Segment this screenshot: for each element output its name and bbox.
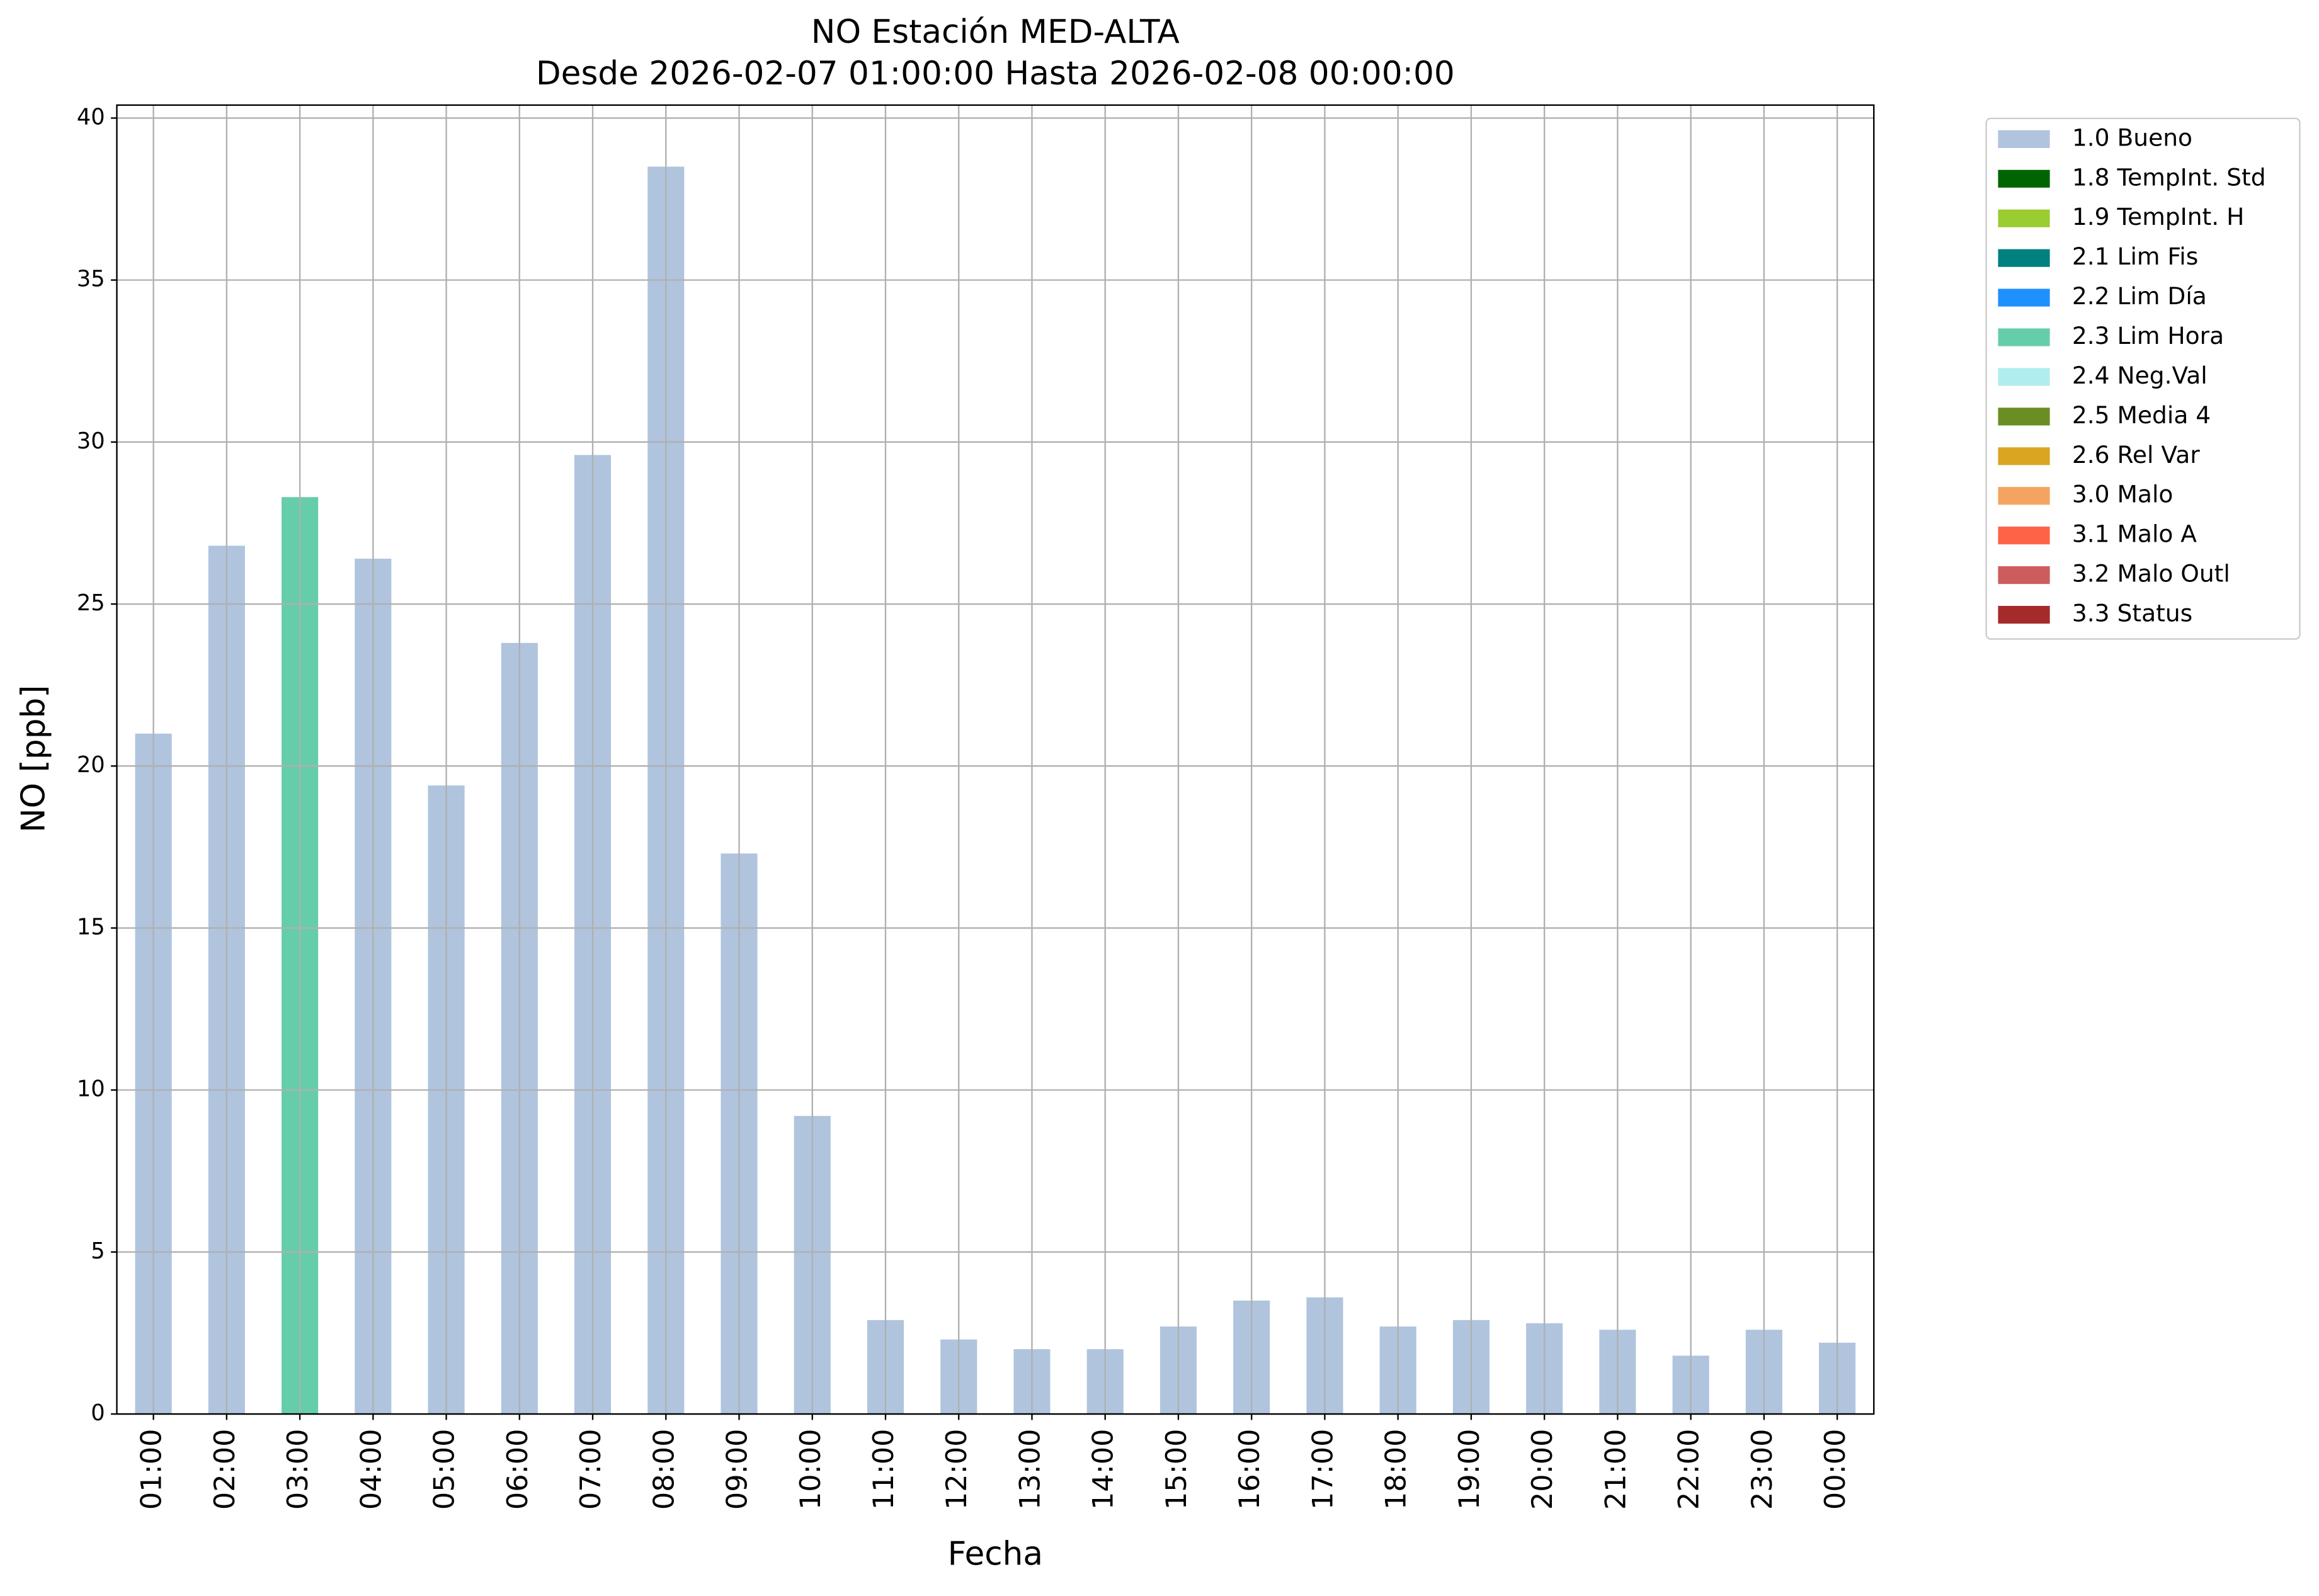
chart-title: NO Estación MED-ALTA (811, 13, 1180, 51)
y-tick-label: 15 (77, 914, 105, 940)
x-tick-label: 00:00 (1819, 1429, 1852, 1510)
legend-label: 1.9 TempInt. H (2072, 203, 2245, 231)
legend-label: 2.3 Lim Hora (2072, 322, 2224, 350)
x-tick-label: 14:00 (1087, 1429, 1120, 1510)
x-tick-label: 05:00 (428, 1429, 461, 1510)
chart-subtitle: Desde 2026-02-07 01:00:00 Hasta 2026-02-… (536, 55, 1455, 93)
x-tick-label: 16:00 (1233, 1429, 1266, 1510)
x-tick-label: 20:00 (1526, 1429, 1559, 1510)
x-tick-label: 09:00 (721, 1429, 754, 1510)
legend-label: 1.0 Bueno (2072, 123, 2192, 151)
x-tick-label: 06:00 (501, 1429, 534, 1510)
x-tick-label: 18:00 (1380, 1429, 1413, 1510)
x-tick-label: 15:00 (1160, 1429, 1193, 1510)
legend-label: 3.0 Malo (2072, 481, 2174, 508)
legend-label: 2.4 Neg.Val (2072, 362, 2208, 389)
legend-swatch (1998, 487, 2050, 505)
legend-label: 2.5 Media 4 (2072, 401, 2211, 429)
y-tick-label: 25 (77, 590, 105, 616)
legend-swatch (1998, 130, 2050, 148)
x-tick-label: 21:00 (1599, 1429, 1632, 1510)
x-tick-label: 11:00 (867, 1429, 900, 1510)
legend-swatch (1998, 527, 2050, 545)
x-axis-label: Fecha (948, 1535, 1043, 1573)
legend-box (1985, 117, 2301, 640)
legend-swatch (1998, 249, 2050, 267)
y-tick-label: 20 (77, 752, 105, 778)
x-tick-label: 23:00 (1746, 1429, 1779, 1510)
y-tick-label: 40 (77, 104, 105, 130)
x-tick-label: 08:00 (647, 1429, 680, 1510)
x-tick-label: 07:00 (574, 1429, 607, 1510)
legend-label: 3.3 Status (2072, 600, 2192, 627)
legend-swatch (1998, 605, 2050, 624)
legend-swatch (1998, 288, 2050, 307)
legend-label: 2.6 Rel Var (2072, 441, 2200, 469)
x-tick-label: 10:00 (794, 1429, 827, 1510)
x-tick-label: 13:00 (1013, 1429, 1046, 1510)
x-tick-label: 01:00 (135, 1429, 168, 1510)
legend-swatch (1998, 447, 2050, 465)
legend-label: 3.2 Malo Outl (2072, 560, 2230, 588)
legend-swatch (1998, 408, 2050, 426)
legend-label: 3.1 Malo A (2072, 520, 2197, 548)
y-tick-label: 30 (77, 428, 105, 454)
legend-swatch (1998, 566, 2050, 584)
legend-label: 2.1 Lim Fis (2072, 242, 2198, 270)
y-tick-label: 5 (91, 1238, 105, 1264)
legend-swatch (1998, 328, 2050, 346)
x-tick-label: 17:00 (1306, 1429, 1339, 1510)
y-tick-label: 0 (91, 1400, 105, 1426)
legend-swatch (1998, 209, 2050, 227)
x-tick-label: 12:00 (940, 1429, 973, 1510)
y-tick-label: 35 (77, 266, 105, 292)
x-tick-label: 22:00 (1673, 1429, 1706, 1510)
plot-frame (116, 104, 1875, 1415)
x-tick-label: 02:00 (208, 1429, 241, 1510)
y-axis-label: NO [ppb] (14, 685, 52, 833)
legend-label: 1.8 TempInt. Std (2072, 163, 2266, 191)
y-tick-label: 10 (77, 1076, 105, 1102)
legend-swatch (1998, 169, 2050, 188)
legend-label: 2.2 Lim Día (2072, 282, 2207, 310)
x-tick-label: 04:00 (355, 1429, 387, 1510)
legend-swatch (1998, 368, 2050, 386)
x-tick-label: 03:00 (282, 1429, 314, 1510)
x-tick-label: 19:00 (1453, 1429, 1486, 1510)
